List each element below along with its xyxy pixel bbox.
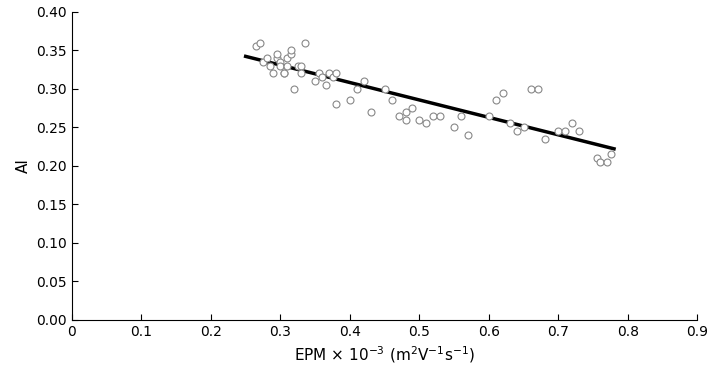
Point: [400, 109, 411, 115]
Point: [483, 113, 495, 119]
Y-axis label: AI: AI: [16, 158, 31, 173]
Point: [455, 113, 467, 119]
Point: [365, 109, 377, 115]
Point: [428, 113, 439, 119]
Point: [601, 159, 613, 165]
Point: [504, 120, 516, 126]
Point: [316, 74, 328, 80]
Point: [250, 43, 262, 50]
Point: [309, 78, 321, 84]
Point: [386, 97, 398, 103]
Point: [271, 51, 283, 57]
Point: [299, 39, 311, 46]
Point: [462, 132, 474, 138]
Point: [257, 58, 269, 65]
Point: [539, 136, 550, 142]
Point: [351, 86, 362, 92]
Point: [254, 39, 265, 46]
Point: [434, 113, 446, 119]
Point: [449, 124, 460, 130]
Point: [267, 70, 279, 76]
Point: [282, 62, 293, 69]
Point: [288, 86, 300, 92]
Point: [511, 128, 523, 134]
Point: [344, 97, 356, 103]
Point: [591, 155, 603, 161]
Point: [275, 58, 286, 65]
Point: [296, 70, 307, 76]
Point: [264, 62, 275, 69]
Point: [595, 159, 606, 165]
Point: [292, 62, 303, 69]
Point: [421, 120, 432, 126]
Point: [567, 120, 578, 126]
Point: [497, 89, 508, 96]
Point: [313, 70, 324, 76]
Point: [330, 70, 342, 76]
Point: [553, 128, 564, 134]
Point: [326, 74, 339, 80]
Point: [320, 82, 331, 88]
Point: [605, 151, 616, 157]
Point: [285, 47, 297, 53]
Point: [407, 105, 418, 111]
Point: [518, 124, 529, 130]
Point: [559, 128, 571, 134]
Point: [271, 55, 283, 61]
Point: [413, 117, 425, 123]
Point: [330, 101, 342, 107]
X-axis label: EPM × 10$^{-3}$ (m$^{2}$V$^{-1}$s$^{-1}$): EPM × 10$^{-3}$ (m$^{2}$V$^{-1}$s$^{-1}$…: [294, 344, 475, 365]
Point: [400, 117, 411, 123]
Point: [574, 128, 585, 134]
Point: [379, 86, 390, 92]
Point: [393, 113, 404, 119]
Point: [324, 70, 335, 76]
Point: [532, 86, 544, 92]
Point: [278, 70, 290, 76]
Point: [358, 78, 370, 84]
Point: [261, 55, 273, 61]
Point: [296, 62, 307, 69]
Point: [275, 62, 286, 69]
Point: [490, 97, 502, 103]
Point: [282, 55, 293, 61]
Point: [525, 86, 536, 92]
Point: [285, 51, 297, 57]
Point: [278, 70, 290, 76]
